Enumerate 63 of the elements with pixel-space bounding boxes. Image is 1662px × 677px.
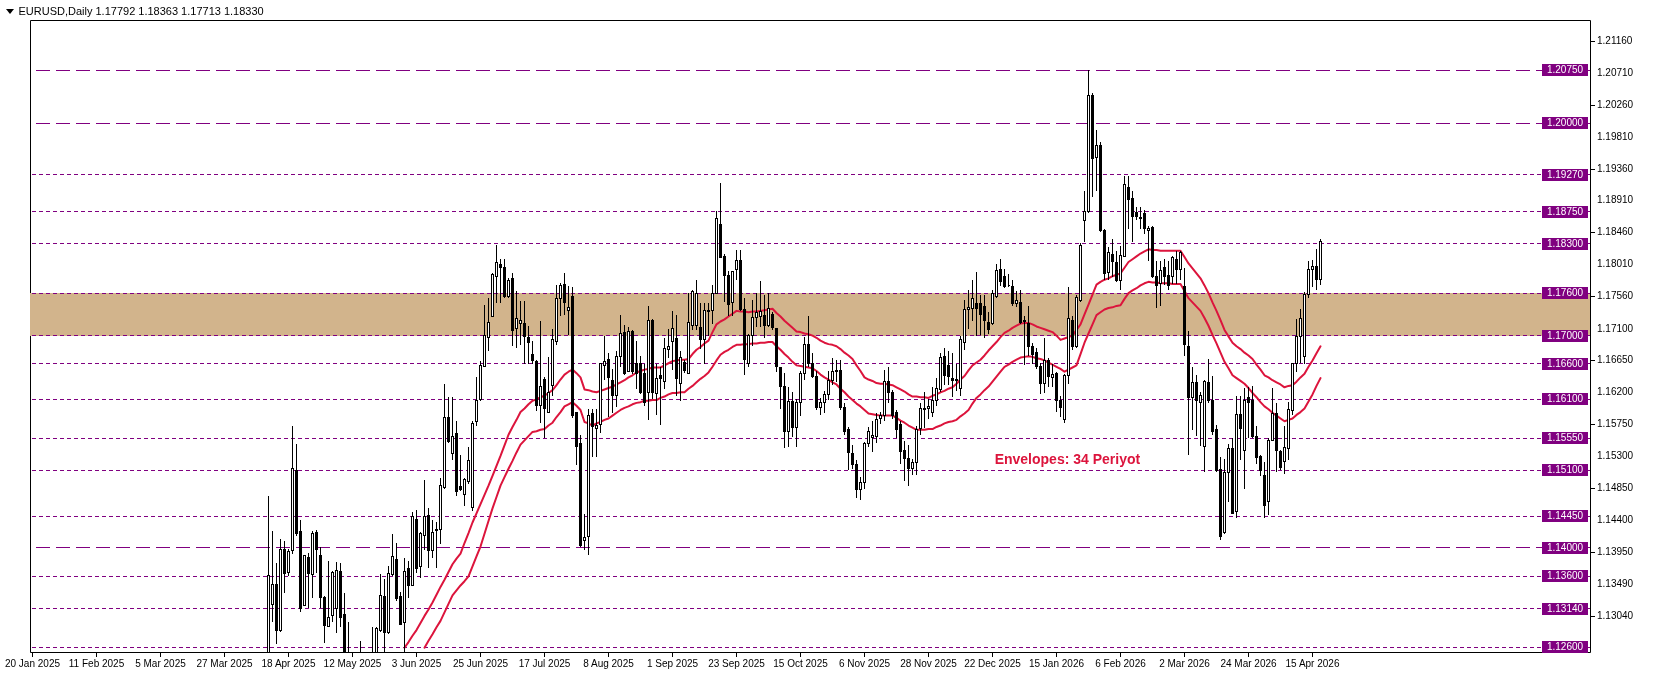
y-tick-label: 1.16200: [1597, 386, 1634, 398]
candlestick: [1139, 206, 1142, 229]
x-tick-label: 6 Feb 2026: [1095, 657, 1147, 669]
y-tick-label: 1.18010: [1597, 258, 1634, 270]
y-tick-label: 1.14850: [1597, 481, 1634, 493]
y-tick-label: 1.15300: [1597, 449, 1634, 461]
x-tick-label: 22 Dec 2025: [964, 657, 1022, 669]
x-tick-label: 2 Mar 2026: [1159, 657, 1211, 669]
x-tick-label: 20 Jan 2025: [4, 657, 61, 669]
x-tick-label: 8 Aug 2025: [583, 657, 635, 669]
ref-line-label: 1.16600: [1546, 357, 1584, 369]
x-tick-label: 6 Nov 2025: [838, 657, 891, 669]
y-tick-label: 1.14400: [1597, 513, 1634, 525]
x-tick-label: 11 Feb 2025: [68, 657, 125, 669]
x-tick-label: 25 Jun 2025: [452, 657, 509, 669]
ref-line-label: 1.13600: [1546, 570, 1584, 582]
candlestick: [519, 300, 522, 345]
y-tick-label: 1.19810: [1597, 130, 1634, 142]
ref-line-label: 1.15550: [1546, 432, 1584, 444]
y-tick-label: 1.13490: [1597, 578, 1634, 590]
ref-line-label: 1.17000: [1546, 329, 1584, 341]
ref-line-label: 1.20750: [1546, 64, 1584, 76]
y-tick-label: 1.13040: [1597, 609, 1634, 621]
ref-line-label: 1.16100: [1546, 393, 1584, 405]
x-tick-label: 28 Nov 2025: [900, 657, 958, 669]
ref-line-label: 1.14450: [1546, 510, 1584, 522]
x-tick-label: 15 Jan 2026: [1028, 657, 1085, 669]
annotation: Envelopes: 34 Periyot: [994, 450, 1141, 467]
candlestick: [923, 392, 926, 428]
ref-line-label: 1.19270: [1546, 168, 1584, 180]
x-tick-label: 12 May 2025: [323, 657, 382, 669]
x-tick-label: 3 Jun 2025: [391, 657, 442, 669]
ref-line-label: 1.15100: [1546, 464, 1584, 476]
x-tick-label: 17 Jul 2025: [518, 657, 571, 669]
y-tick-label: 1.20260: [1597, 98, 1634, 110]
ref-line-label: 1.17600: [1546, 287, 1584, 299]
ref-line-label: 1.18300: [1546, 237, 1584, 249]
ref-line-label: 1.12600: [1546, 641, 1584, 653]
x-tick-label: 18 Apr 2025: [261, 657, 316, 669]
x-tick-label: 5 Mar 2025: [135, 657, 187, 669]
candlestick: [595, 408, 598, 458]
y-tick-label: 1.19360: [1597, 162, 1634, 174]
ref-line-label: 1.20000: [1546, 117, 1584, 129]
y-tick-label: 1.17560: [1597, 290, 1634, 302]
y-tick-label: 1.17100: [1597, 322, 1634, 334]
x-tick-label: 15 Oct 2025: [773, 657, 829, 669]
x-tick-label: 24 Mar 2026: [1220, 657, 1278, 669]
x-tick-label: 27 Mar 2025: [196, 657, 254, 669]
x-tick-label: 1 Sep 2025: [646, 657, 699, 669]
y-tick-label: 1.18460: [1597, 226, 1634, 238]
chart-title: EURUSD,Daily 1.17792 1.18363 1.17713 1.18330: [18, 5, 264, 17]
ref-line-label: 1.14000: [1546, 541, 1584, 553]
ref-line-label: 1.18750: [1546, 205, 1584, 217]
y-tick-label: 1.18910: [1597, 194, 1634, 206]
y-tick-label: 1.16650: [1597, 354, 1634, 366]
x-tick-label: 15 Apr 2026: [1285, 657, 1340, 669]
candlestick: [951, 353, 954, 398]
y-tick-label: 1.21160: [1597, 35, 1633, 47]
y-tick-label: 1.13950: [1597, 545, 1634, 557]
y-tick-label: 1.15750: [1597, 418, 1634, 430]
x-tick-label: 23 Sep 2025: [708, 657, 766, 669]
ref-line-label: 1.13140: [1546, 602, 1584, 614]
y-tick-label: 1.20710: [1597, 67, 1634, 79]
